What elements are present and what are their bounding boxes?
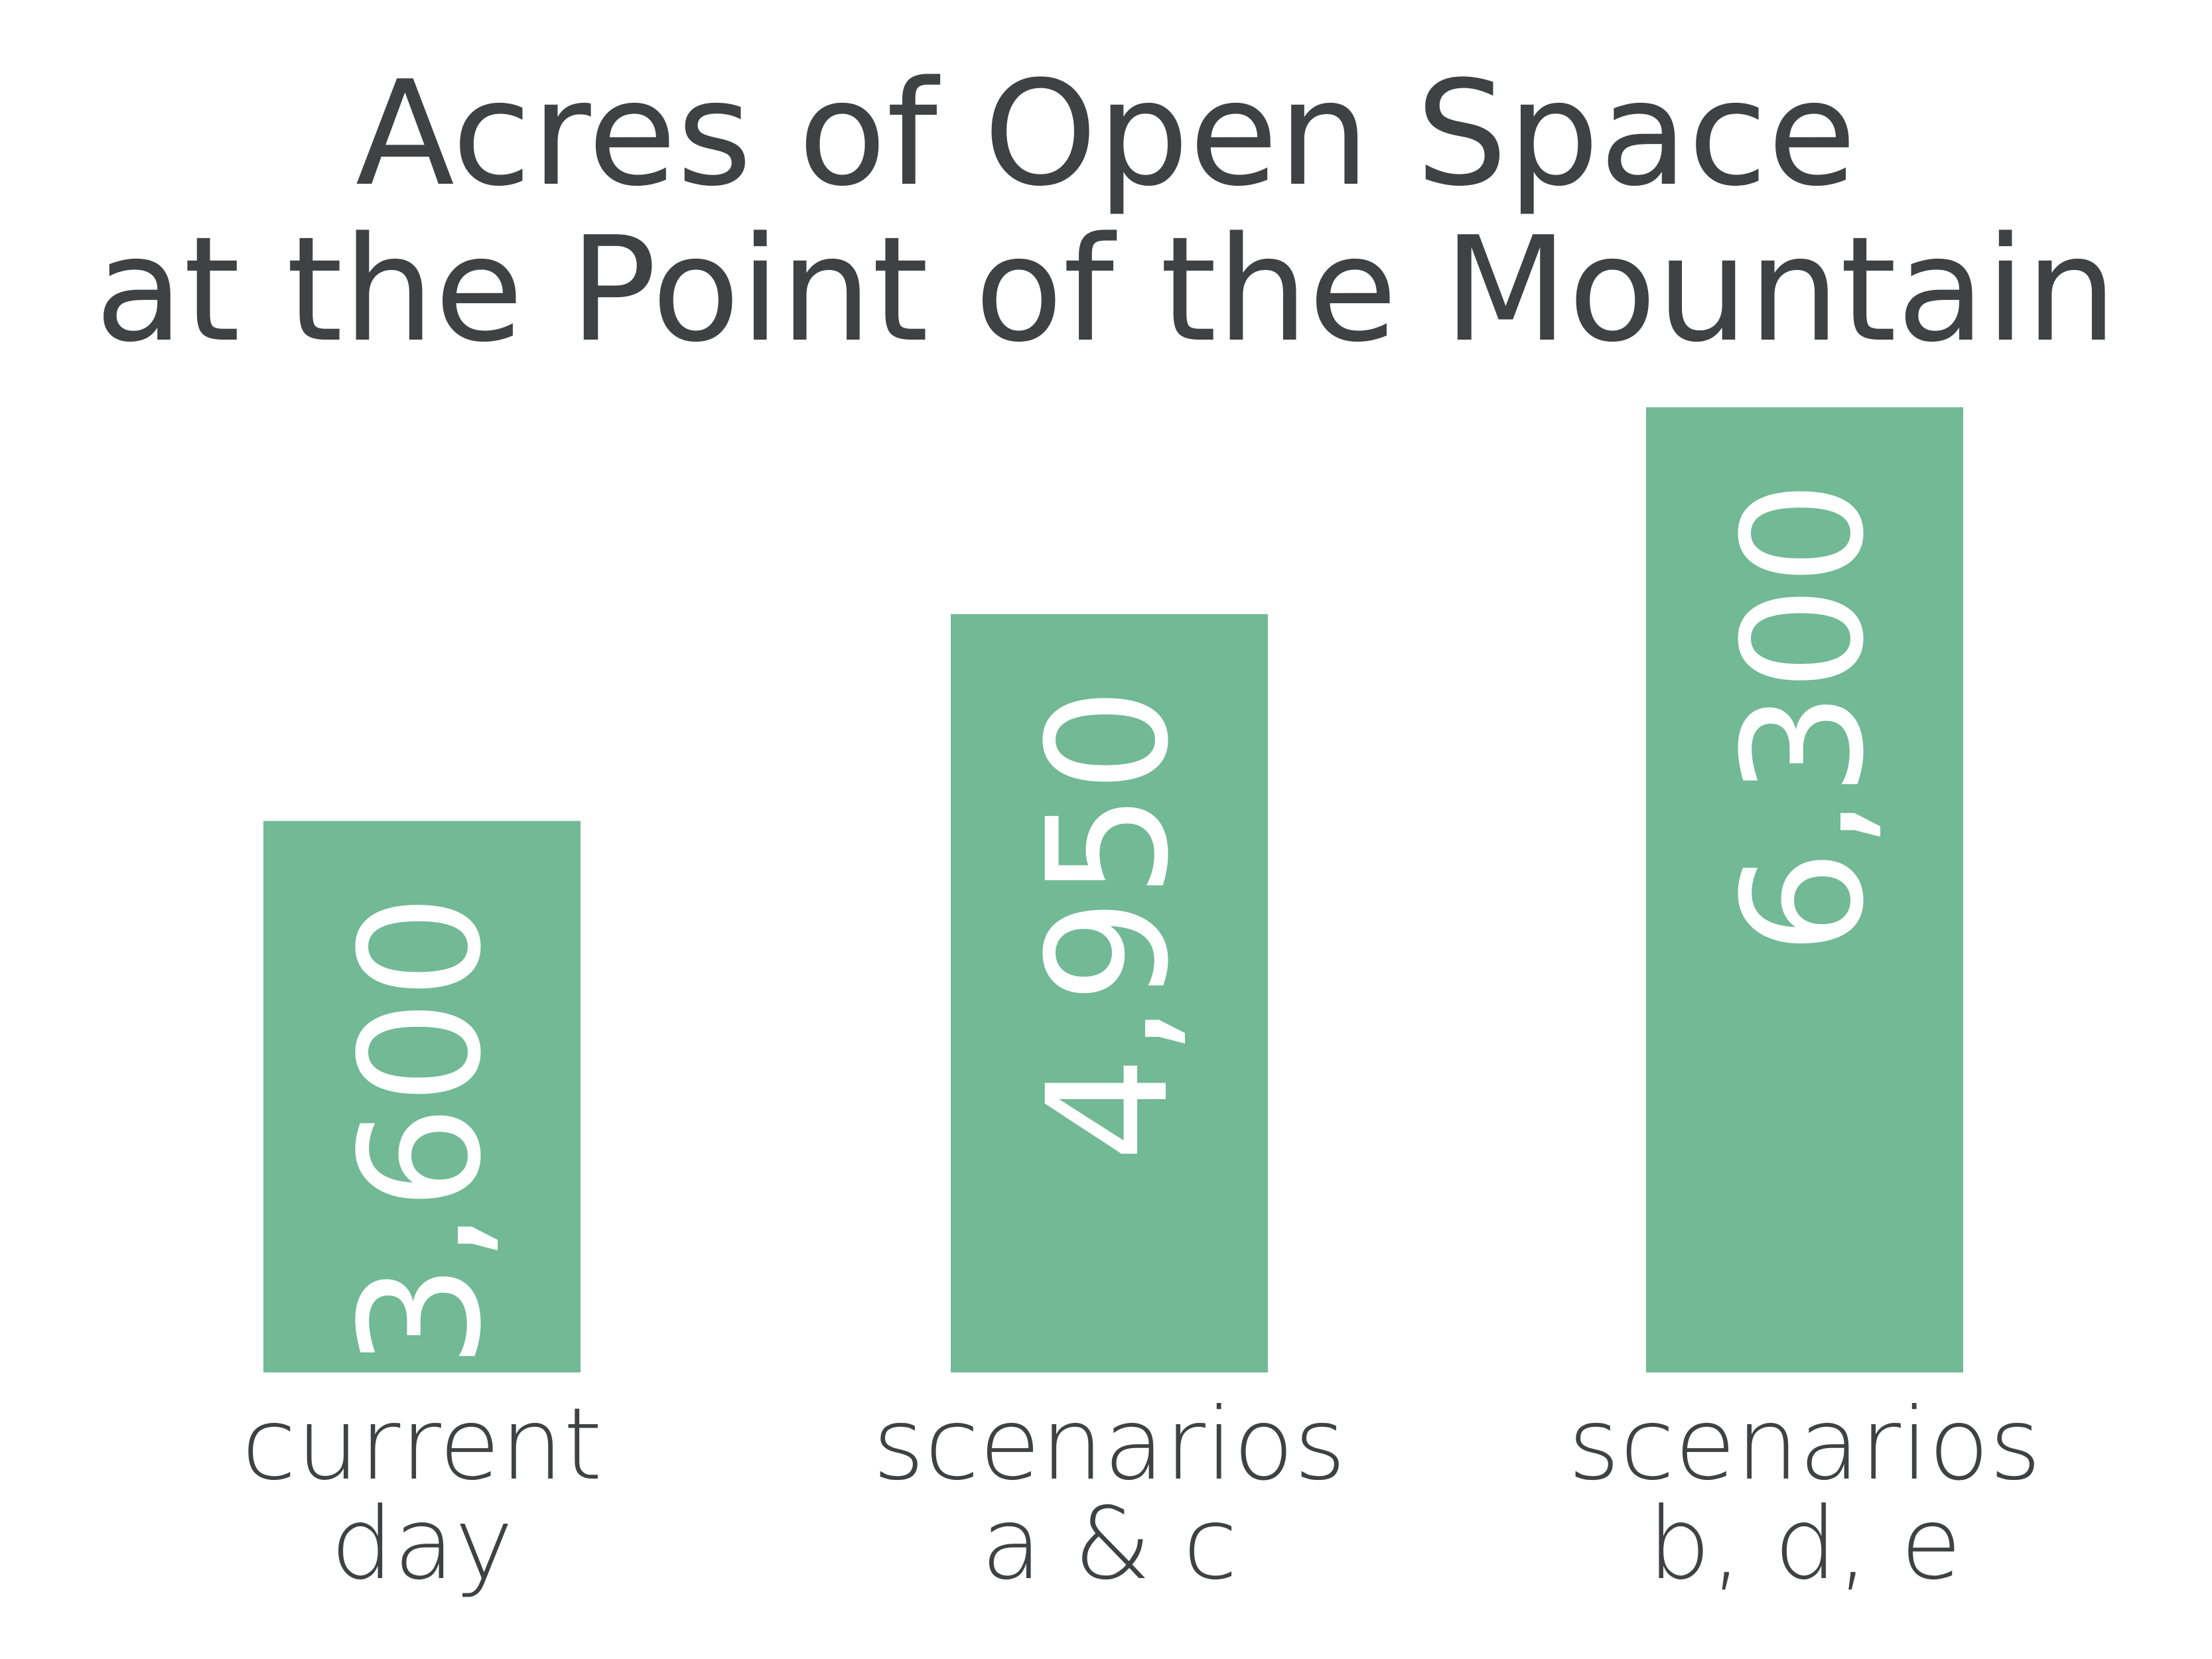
value-label: 4,950 — [1012, 687, 1205, 1162]
x-tick-label: current — [242, 1387, 602, 1502]
value-label: 3,600 — [324, 894, 518, 1369]
x-tick-label: scenarios — [1568, 1387, 2041, 1502]
x-tick-label: b, d, e — [1647, 1487, 1961, 1602]
chart-title: at the Point of the Mountain — [95, 206, 2117, 374]
chart-title: Acres of Open Space — [356, 50, 1856, 218]
bar — [951, 614, 1268, 1373]
x-tick-label: scenarios — [872, 1387, 1346, 1502]
x-tick-label: a & c — [981, 1487, 1238, 1602]
value-label: 6,300 — [1707, 480, 1900, 955]
bar — [263, 821, 581, 1372]
bar — [1646, 407, 1963, 1372]
x-tick-label: day — [330, 1487, 514, 1602]
